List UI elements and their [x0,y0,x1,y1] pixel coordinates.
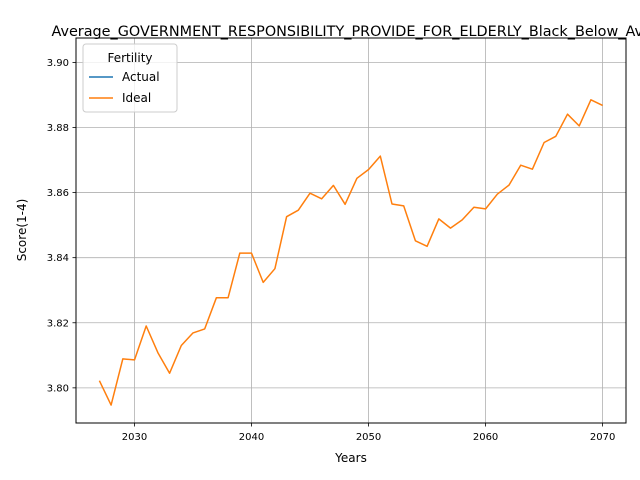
legend-label-ideal: Ideal [122,91,151,105]
legend: Fertility Actual Ideal [82,43,178,113]
x-axis-label: Years [334,451,367,465]
x-tick-label: 2030 [122,432,147,443]
legend-label-actual: Actual [122,70,160,84]
y-axis-label: Score(1-4) [15,199,29,262]
x-tick-label: 2050 [356,432,381,443]
y-tick-label: 3.82 [47,318,69,329]
x-tick-label: 2060 [473,432,498,443]
chart-title: Average_GOVERNMENT_RESPONSIBILITY_PROVID… [51,24,640,40]
y-tick-label: 3.90 [47,58,69,69]
y-tick-label: 3.84 [47,253,69,264]
x-tick-label: 2040 [239,432,264,443]
legend-title: Fertility [107,51,152,65]
x-axis: 2030 2040 2050 2060 2070 [122,423,615,443]
series-lines [98,99,603,406]
y-axis: 3.80 3.82 3.84 3.86 3.88 3.90 [47,58,76,394]
y-tick-label: 3.88 [47,123,69,134]
plot-frame [75,37,627,424]
x-tick-label: 2070 [590,432,615,443]
y-tick-label: 3.80 [47,383,69,394]
series-line-ideal [98,99,603,406]
y-tick-label: 3.86 [47,188,69,199]
legend-box [82,43,178,113]
